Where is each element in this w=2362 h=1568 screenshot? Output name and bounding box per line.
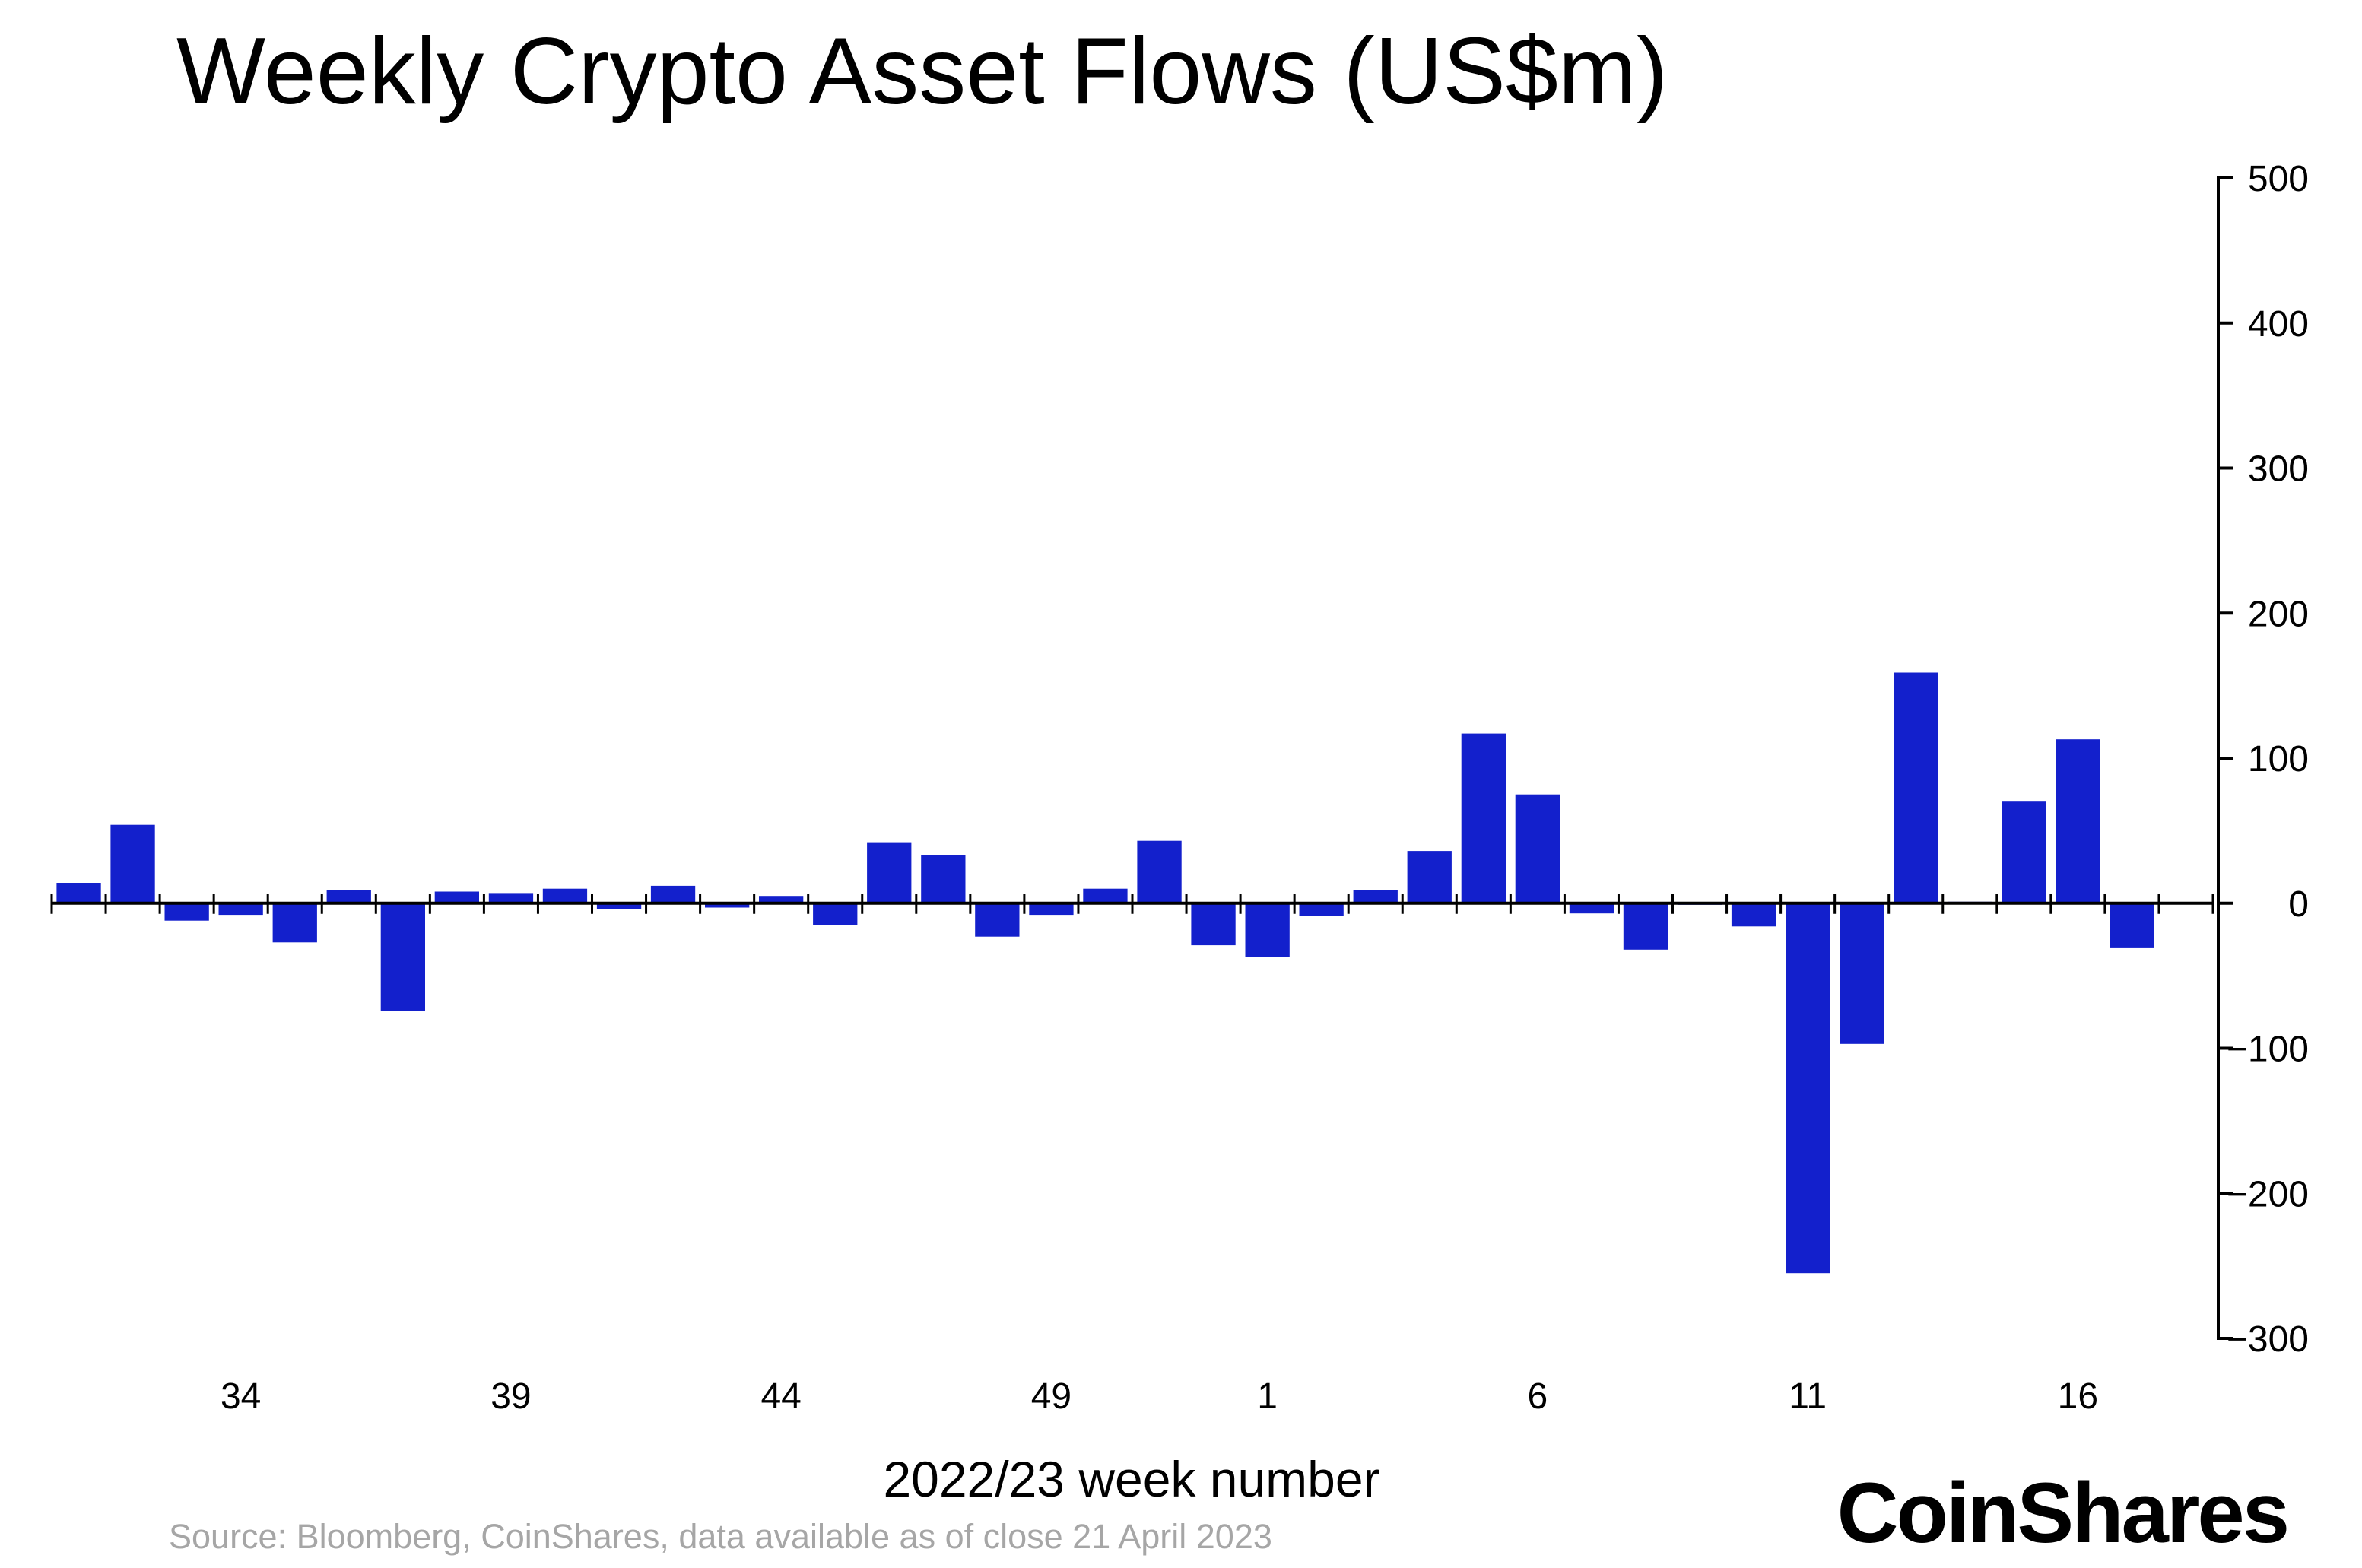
y-tick-label: −100 xyxy=(2227,1030,2309,1070)
bar-week-10 xyxy=(1731,903,1776,927)
bar-week-49 xyxy=(1029,903,1074,916)
bar-week-3 xyxy=(1353,890,1398,903)
bar-week-39 xyxy=(488,893,534,903)
bar-week-5 xyxy=(1461,733,1506,903)
y-tick-label: 300 xyxy=(2248,449,2309,490)
bar-week-7 xyxy=(1569,903,1614,914)
y-tick-label: −200 xyxy=(2227,1174,2309,1214)
bar-week-16 xyxy=(2056,739,2100,903)
y-tick-label: 0 xyxy=(2288,884,2309,925)
bar-week-47 xyxy=(921,855,966,903)
x-tick-label: 6 xyxy=(1528,1376,1548,1417)
x-axis: 34 39 44 49 1 6 11 16 xyxy=(50,894,2214,1417)
bar-week-46 xyxy=(867,842,912,903)
bar-week-42 xyxy=(650,885,696,903)
bars-group xyxy=(56,672,2154,1274)
bar-week-11 xyxy=(1786,903,1830,1274)
y-tick-label: 100 xyxy=(2248,739,2309,779)
bar-week-17 xyxy=(2110,903,2154,948)
bar-week-15 xyxy=(2002,801,2046,903)
bar-week-4 xyxy=(1407,851,1452,903)
bar-week-35 xyxy=(272,903,317,943)
bar-week-33 xyxy=(164,903,209,921)
x-axis-label: 2022/23 week number xyxy=(883,1451,1379,1507)
bar-week-36 xyxy=(326,890,371,903)
bar-week-2 xyxy=(1299,903,1344,916)
bar-week-38 xyxy=(434,891,479,903)
chart-title: Weekly Crypto Asset Flows (US$m) xyxy=(176,19,1668,124)
bar-week-43 xyxy=(705,903,750,908)
bar-week-44 xyxy=(759,896,804,903)
bar-week-13 xyxy=(1894,672,1938,903)
x-tick-label: 49 xyxy=(1031,1376,1071,1417)
bar-week-32 xyxy=(110,824,155,903)
y-axis: 500 400 300 200 100 0 −100 −200 −300 xyxy=(2217,159,2309,1360)
bar-week-34 xyxy=(218,903,263,916)
bar-week-1 xyxy=(1245,903,1290,957)
x-tick-label: 1 xyxy=(1257,1376,1278,1417)
bar-week-51 xyxy=(1137,840,1182,903)
bar-week-12 xyxy=(1840,903,1884,1044)
y-tick-label: 200 xyxy=(2248,594,2309,634)
bar-week-8 xyxy=(1623,903,1668,950)
bar-week-31 xyxy=(56,883,101,903)
bar-week-50 xyxy=(1083,888,1128,903)
bar-week-45 xyxy=(813,903,858,925)
bar-week-37 xyxy=(380,903,425,1011)
x-tick-label: 39 xyxy=(490,1376,531,1417)
y-tick-label: −300 xyxy=(2227,1319,2309,1360)
x-tick-label: 44 xyxy=(760,1376,801,1417)
bar-week-40 xyxy=(542,888,588,903)
bar-week-41 xyxy=(596,903,642,909)
bar-week-6 xyxy=(1515,794,1560,903)
y-tick-label: 400 xyxy=(2248,304,2309,344)
bar-week-48 xyxy=(975,903,1020,937)
source-note: Source: Bloomberg, CoinShares, data avai… xyxy=(169,1517,1272,1556)
x-tick-label: 34 xyxy=(221,1376,261,1417)
y-tick-label: 500 xyxy=(2248,159,2309,199)
coinshares-logo: CoinShares xyxy=(1837,1465,2290,1560)
x-tick-label: 16 xyxy=(2058,1376,2098,1417)
bar-week-52 xyxy=(1191,903,1236,946)
x-tick-label: 11 xyxy=(1789,1376,1827,1417)
